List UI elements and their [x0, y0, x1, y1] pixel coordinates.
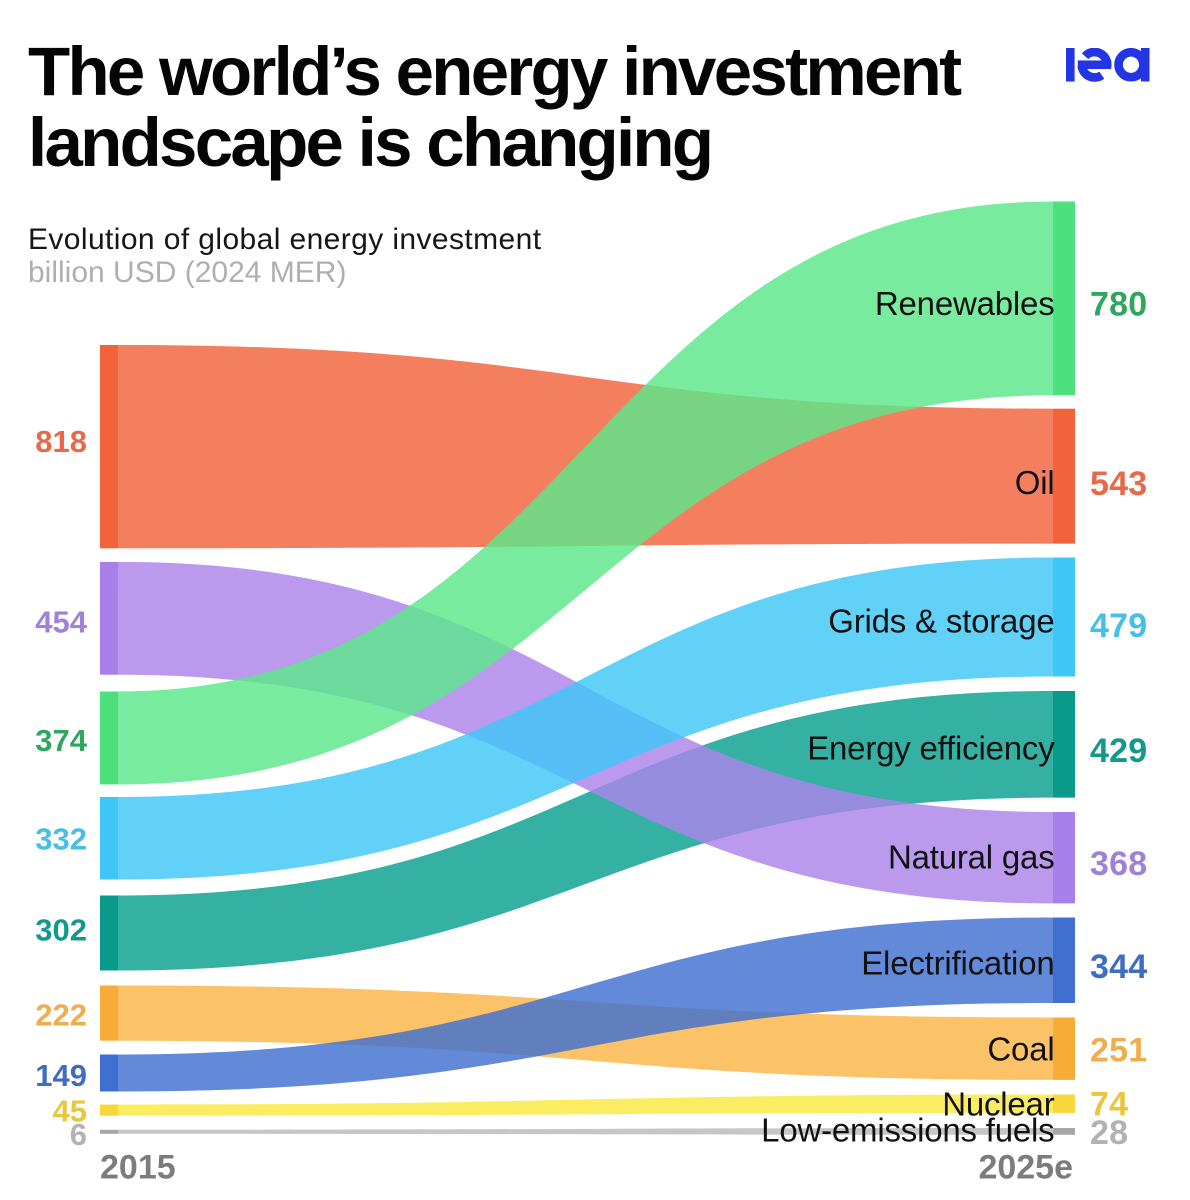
svg-text:Energy efficiency: Energy efficiency [807, 730, 1055, 767]
svg-text:780: 780 [1090, 285, 1147, 323]
svg-text:Nuclear: Nuclear [942, 1086, 1055, 1123]
svg-text:Coal: Coal [987, 1031, 1054, 1068]
svg-text:Electrification: Electrification [861, 945, 1054, 982]
svg-text:28: 28 [1090, 1114, 1128, 1152]
svg-text:45: 45 [53, 1094, 87, 1129]
svg-text:454: 454 [35, 605, 87, 640]
svg-text:Grids & storage: Grids & storage [828, 603, 1054, 640]
svg-text:Natural gas: Natural gas [888, 839, 1055, 876]
svg-text:543: 543 [1090, 465, 1147, 503]
svg-text:74: 74 [1090, 1085, 1128, 1123]
svg-text:Renewables: Renewables [875, 285, 1055, 322]
svg-text:2025e: 2025e [978, 1149, 1073, 1187]
svg-text:479: 479 [1090, 607, 1147, 645]
svg-text:222: 222 [35, 998, 87, 1033]
svg-text:251: 251 [1090, 1031, 1147, 1069]
svg-text:149: 149 [35, 1058, 87, 1093]
svg-text:344: 344 [1090, 948, 1147, 986]
svg-text:Oil: Oil [1015, 464, 1055, 501]
svg-text:374: 374 [35, 723, 87, 758]
svg-text:368: 368 [1090, 845, 1147, 883]
svg-text:6: 6 [70, 1117, 87, 1152]
svg-text:429: 429 [1090, 732, 1147, 770]
svg-text:818: 818 [35, 424, 87, 459]
svg-text:2015: 2015 [100, 1149, 176, 1187]
svg-text:Low-emissions fuels: Low-emissions fuels [761, 1112, 1054, 1149]
svg-text:332: 332 [35, 822, 87, 857]
svg-text:302: 302 [35, 913, 87, 948]
